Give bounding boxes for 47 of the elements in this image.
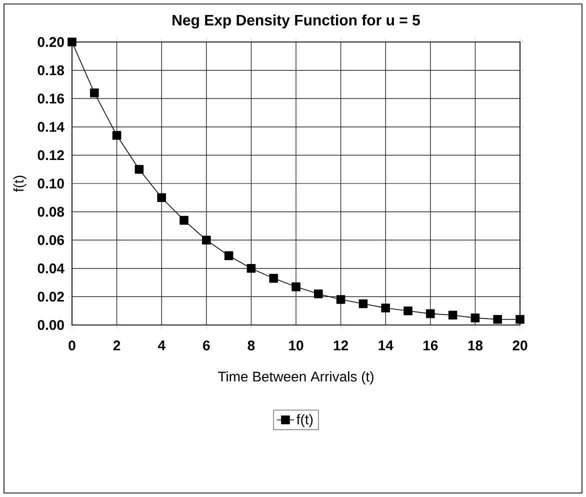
x-tick-label: 6	[203, 340, 210, 350]
point	[202, 236, 211, 244]
point	[381, 304, 390, 312]
y-tick-label: 0.18	[38, 65, 64, 76]
point	[224, 251, 234, 260]
point	[314, 289, 323, 298]
point	[180, 216, 188, 225]
y-tick-label: 0.20	[38, 37, 64, 47]
point	[157, 193, 166, 202]
point	[246, 264, 256, 273]
point	[90, 88, 99, 98]
point	[68, 38, 76, 46]
x-axis-title: Time Between Arrivals (t)	[218, 371, 374, 384]
y-tick-label: 0.10	[38, 178, 64, 188]
x-tick-label: 8	[248, 340, 255, 350]
x-tick-label: 0	[68, 340, 76, 350]
chart-title: Neg Exp Density Function for u = 5	[172, 14, 420, 28]
x-tick-label: 4	[158, 340, 166, 350]
x-tick-label: 18	[468, 340, 483, 350]
point	[448, 310, 458, 320]
x-tick-label: 16	[423, 340, 438, 350]
y-tick-label: 0.08	[38, 206, 64, 217]
x-tick-label: 2	[113, 340, 120, 350]
point	[292, 282, 300, 292]
point	[493, 314, 502, 324]
y-tick-label: 0.00	[38, 320, 64, 330]
point	[358, 299, 368, 308]
y-tick-label: 0.04	[38, 263, 64, 274]
point	[336, 295, 346, 304]
x-tick-label: 12	[334, 340, 348, 350]
point	[134, 164, 144, 174]
point	[470, 314, 480, 322]
legend-label: f(t)	[296, 414, 313, 428]
y-tick-label: 0.12	[38, 150, 64, 160]
x-tick-label: 10	[289, 340, 304, 350]
y-axis-title: f(t)	[13, 176, 26, 192]
point	[516, 314, 524, 324]
x-tick-label: 14	[378, 340, 394, 350]
y-tick-label: 0.06	[38, 235, 64, 246]
y-tick-label: 0.02	[38, 292, 64, 302]
y-tick-label: 0.16	[38, 94, 64, 104]
y-tick-label: 0.14	[38, 122, 64, 132]
point	[269, 274, 278, 283]
point	[112, 130, 122, 140]
x-tick-label: 20	[512, 340, 528, 350]
point	[404, 306, 412, 316]
point	[426, 309, 435, 318]
